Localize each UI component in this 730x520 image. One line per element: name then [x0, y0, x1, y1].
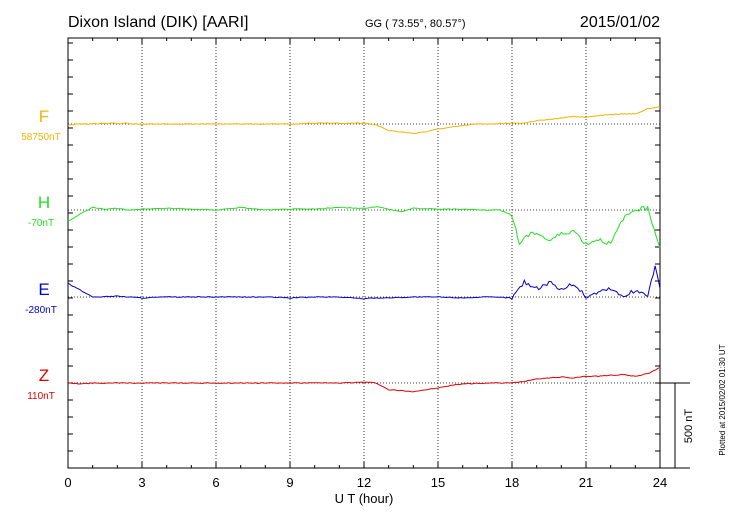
- x-tick-label: 15: [431, 475, 445, 490]
- x-tick-label: 6: [212, 475, 219, 490]
- station-coords: GG ( 73.55°, 80.57°): [365, 18, 466, 30]
- series-line-z: [67, 367, 661, 393]
- grid: [68, 38, 660, 468]
- x-tick-label: 12: [357, 475, 371, 490]
- x-tick-label: 3: [138, 475, 145, 490]
- station-title: Dixon Island (DIK) [AARI]: [68, 14, 249, 31]
- x-tick-label: 21: [579, 475, 593, 490]
- series-name-z: Z: [39, 366, 49, 385]
- x-tick-label: 18: [505, 475, 519, 490]
- series-line-h: [67, 205, 661, 248]
- series-baseline-h: -70nT: [28, 218, 54, 229]
- series-name-h: H: [38, 193, 50, 212]
- series-baseline-z: 110nT: [27, 391, 55, 402]
- x-tick-label: 0: [64, 475, 71, 490]
- plot-date: 2015/01/02: [580, 14, 660, 31]
- x-tick-label: 24: [653, 475, 667, 490]
- series-baseline-f: 58750nT: [21, 132, 60, 143]
- scale-bar-label: 500 nT: [683, 409, 695, 444]
- series-lines: [67, 106, 661, 393]
- x-axis-label: U T (hour): [335, 491, 394, 506]
- series-baseline-e: -280nT: [25, 305, 57, 316]
- series-line-e: [67, 265, 661, 300]
- scale-bar: 500 nT: [660, 382, 695, 469]
- x-tick-label: 9: [286, 475, 293, 490]
- plot-frame: [67, 37, 661, 469]
- series-name-e: E: [38, 280, 49, 299]
- series-labels: F 58750nT H -70nT E -280nT Z 110nT: [21, 107, 60, 402]
- axis-ticks: 0 3 6 9 12 15 18 21 24: [64, 38, 667, 490]
- series-line-f: [67, 106, 661, 135]
- plotted-timestamp: Plotted at 2015/02/02 01:30 UT: [718, 344, 727, 455]
- series-name-f: F: [39, 107, 49, 126]
